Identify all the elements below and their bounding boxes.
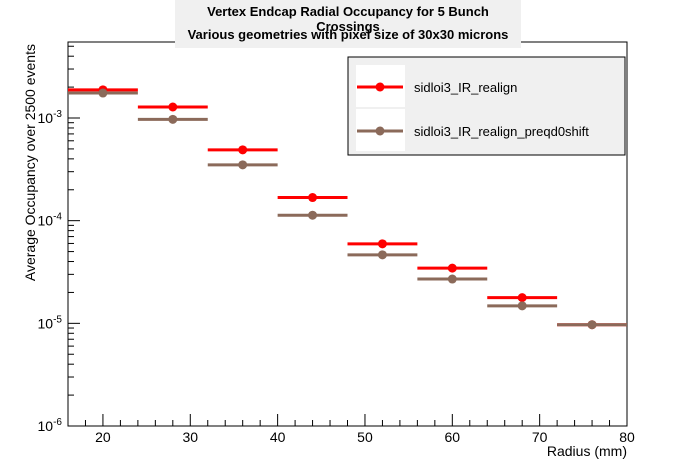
x-tick-label: 80 xyxy=(619,429,635,445)
chart-title: Vertex Endcap Radial Occupancy for 5 Bun… xyxy=(207,4,489,34)
legend-swatch-marker xyxy=(375,82,385,92)
data-point xyxy=(98,88,108,98)
x-tick-label: 70 xyxy=(532,429,548,445)
data-point xyxy=(308,210,318,220)
y-tick-label: 10-6 xyxy=(38,417,63,434)
x-tick-label: 50 xyxy=(357,429,373,445)
x-tick-label: 60 xyxy=(445,429,461,445)
data-point xyxy=(377,250,387,260)
legend-swatch-marker xyxy=(375,126,385,136)
data-point xyxy=(168,102,178,112)
y-axis-label: Average Occupancy over 2500 events xyxy=(22,44,38,281)
data-point xyxy=(517,301,527,311)
y-tick-label: 10-5 xyxy=(38,314,63,331)
legend-label: sidloi3_IR_realign xyxy=(414,80,517,95)
data-point xyxy=(587,320,597,330)
data-point xyxy=(238,160,248,170)
data-series xyxy=(68,85,627,330)
axes: 20 30 40 50 60 70 80 10-6 10-5 10-4 10-3 xyxy=(38,45,635,445)
x-tick-label: 20 xyxy=(95,429,111,445)
x-tick-label: 40 xyxy=(270,429,286,445)
series-2 xyxy=(68,88,627,330)
legend-label: sidloi3_IR_realign_preqd0shift xyxy=(414,124,589,139)
data-point xyxy=(447,263,457,273)
data-point xyxy=(447,274,457,284)
x-axis-label: Radius (mm) xyxy=(547,443,627,459)
data-point xyxy=(517,293,527,303)
series-1 xyxy=(68,85,627,330)
chart-subtitle: Various geometries with pixel size of 30… xyxy=(187,27,509,42)
data-point xyxy=(377,239,387,249)
x-tick-label: 30 xyxy=(182,429,198,445)
data-point xyxy=(238,145,248,155)
data-point xyxy=(168,114,178,124)
data-point xyxy=(308,193,318,203)
y-tick-label: 10-4 xyxy=(38,212,63,229)
title-box: Vertex Endcap Radial Occupancy for 5 Bun… xyxy=(175,0,521,48)
legend: sidloi3_IR_realign sidloi3_IR_realign_pre… xyxy=(347,56,626,156)
y-tick-label: 10-3 xyxy=(38,109,63,126)
